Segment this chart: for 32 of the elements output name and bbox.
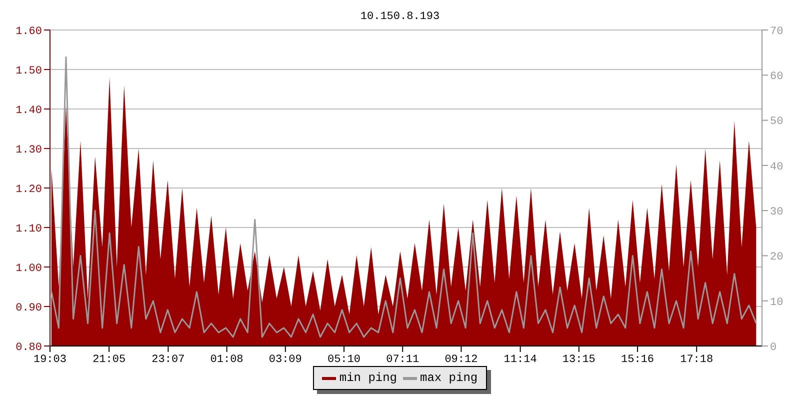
y2-tick-label: 10	[770, 296, 784, 309]
y2-tick-label: 20	[770, 252, 784, 264]
x-tick-label: 13:15	[562, 354, 596, 366]
y-tick-label: 1.10	[16, 223, 42, 236]
x-tick-label: 17:18	[680, 354, 714, 366]
x-tick-label: 23:07	[152, 354, 185, 366]
x-tick-label: 11:14	[504, 354, 538, 366]
y-tick-label: 0.90	[16, 302, 42, 314]
y-tick-label: 1.40	[16, 104, 42, 117]
x-tick-label: 05:10	[327, 354, 361, 366]
x-tick-label: 19:03	[33, 354, 67, 366]
y2-tick-label: 60	[770, 71, 784, 84]
y2-tick-label: 70	[770, 26, 784, 38]
x-tick-label: 15:16	[621, 354, 654, 366]
y-tick-label: 0.80	[16, 342, 42, 354]
y-tick-label: 1.60	[16, 26, 42, 38]
x-tick-label: 09:12	[444, 354, 478, 366]
y-tick-label: 1.50	[16, 65, 42, 78]
x-tick-label: 21:05	[92, 354, 126, 366]
y2-tick-label: 30	[770, 206, 784, 218]
y-tick-label: 1.30	[16, 144, 42, 156]
x-tick-label: 01:08	[210, 354, 244, 366]
legend-label: min ping	[338, 371, 397, 385]
x-tick-label: 07:11	[386, 354, 420, 366]
y-tick-label: 1.00	[16, 262, 42, 275]
y-tick-label: 1.20	[16, 184, 42, 196]
y2-tick-label: 50	[770, 116, 784, 128]
y2-tick-label: 40	[770, 161, 784, 174]
y2-tick-label: 0	[770, 342, 777, 354]
x-tick-label: 03:09	[268, 354, 302, 366]
legend-label: max ping	[419, 371, 478, 385]
chart-title: 10.150.8.193	[359, 10, 441, 25]
